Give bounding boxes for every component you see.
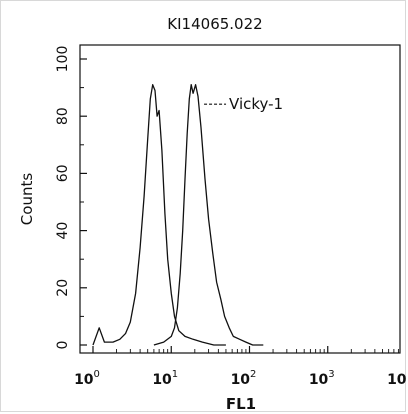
series-line-1 xyxy=(92,84,226,346)
y-axis: 0 20 40 60 80 100 xyxy=(55,46,87,350)
x-axis-label: FL1 xyxy=(226,395,256,413)
x-tick-label: 103 xyxy=(309,369,335,388)
y-tick-label: 60 xyxy=(55,164,71,182)
y-tick-label: 80 xyxy=(55,107,71,125)
series-line-2 xyxy=(153,84,264,346)
x-tick-exponent: 0 xyxy=(94,369,100,380)
y-tick-label: 100 xyxy=(55,46,71,73)
x-tick-base: 10 xyxy=(152,372,172,388)
series-layer xyxy=(92,84,264,346)
x-tick-base: 10 xyxy=(231,372,251,388)
y-tick-label: 0 xyxy=(55,341,71,350)
x-tick-exponent: 2 xyxy=(250,369,256,380)
annotation-layer: Vicky-1 xyxy=(204,95,283,113)
x-tick-exponent: 1 xyxy=(172,369,178,380)
y-axis-label: Counts xyxy=(18,173,36,226)
x-tick-base: 10 xyxy=(309,372,329,388)
x-tick-label: 100 xyxy=(74,369,100,388)
y-tick-label: 40 xyxy=(55,222,71,240)
x-tick-exponent: 3 xyxy=(328,369,334,380)
x-tick-label: 101 xyxy=(152,369,178,388)
x-tick-base: 10 xyxy=(387,372,407,388)
x-tick-label: 102 xyxy=(231,369,257,388)
x-tick-label: 104 xyxy=(387,369,407,388)
y-tick-label: 20 xyxy=(55,279,71,297)
x-axis: 100101102103104 xyxy=(74,346,407,388)
series-annotation-label: Vicky-1 xyxy=(229,95,283,113)
x-tick-base: 10 xyxy=(74,372,94,388)
plot-area-frame xyxy=(79,44,401,354)
chart-title: KI14065.022 xyxy=(167,15,262,33)
